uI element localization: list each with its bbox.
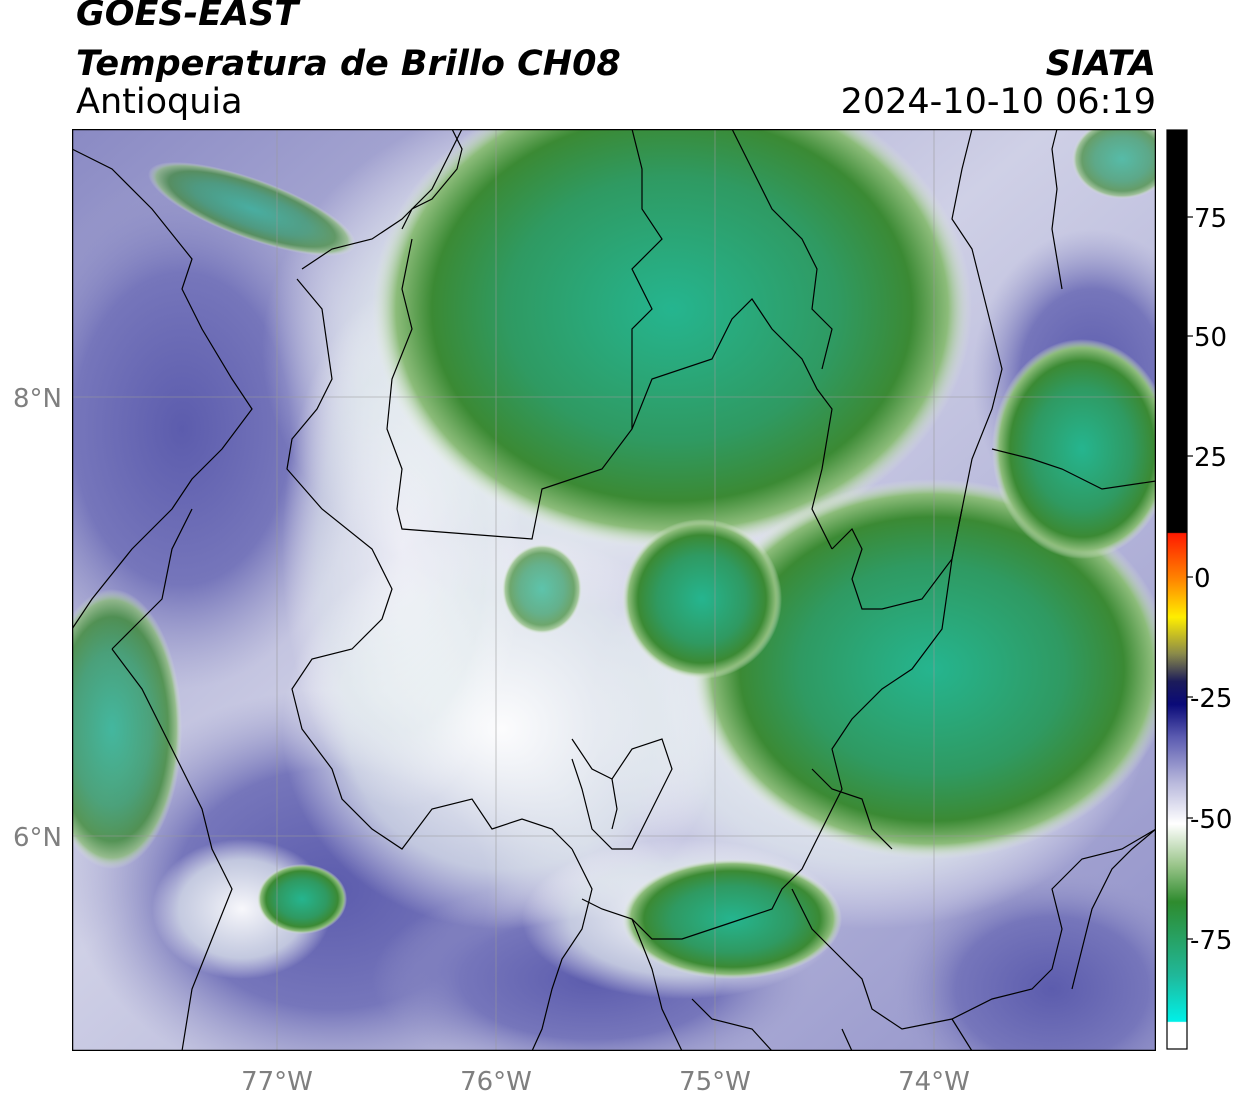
- cbar-tick-minus50: -50: [1190, 805, 1232, 835]
- cbar-tick-75: 75: [1194, 204, 1227, 234]
- y-tick-8n: 8°N: [13, 384, 62, 414]
- cbar-tick-minus75: -75: [1190, 926, 1232, 956]
- x-tick-76w: 76°W: [460, 1067, 532, 1097]
- brightness-temperature-map: [72, 129, 1156, 1051]
- x-tick-77w: 77°W: [241, 1067, 313, 1097]
- organization-label: SIATA: [1045, 44, 1156, 84]
- y-tick-6n: 6°N: [13, 823, 62, 853]
- colorbar-gradient: [1166, 129, 1188, 1050]
- x-tick-75w: 75°W: [679, 1067, 751, 1097]
- x-tick-74w: 74°W: [898, 1067, 970, 1097]
- convective-cell-south: [622, 859, 842, 979]
- product-title: Temperatura de Brillo CH08: [76, 44, 621, 84]
- region-label: Antioquia: [76, 82, 243, 122]
- convective-cell-north: [372, 129, 972, 549]
- datetime-label: 2024-10-10 06:19: [840, 82, 1156, 122]
- cbar-tick-0: 0: [1194, 564, 1211, 594]
- cbar-tick-25: 25: [1194, 443, 1227, 473]
- convective-cell-center: [622, 519, 782, 679]
- convective-cell-east: [692, 479, 1156, 859]
- colorbar: 75 50 25 0 -25 -50 -75: [1166, 129, 1232, 1050]
- satellite-title: GOES-EAST: [76, 0, 299, 34]
- borders: [72, 129, 1156, 1051]
- cbar-tick-50: 50: [1194, 323, 1227, 353]
- cbar-tick-minus25: -25: [1190, 684, 1232, 714]
- convective-cell-northeast: [992, 339, 1156, 559]
